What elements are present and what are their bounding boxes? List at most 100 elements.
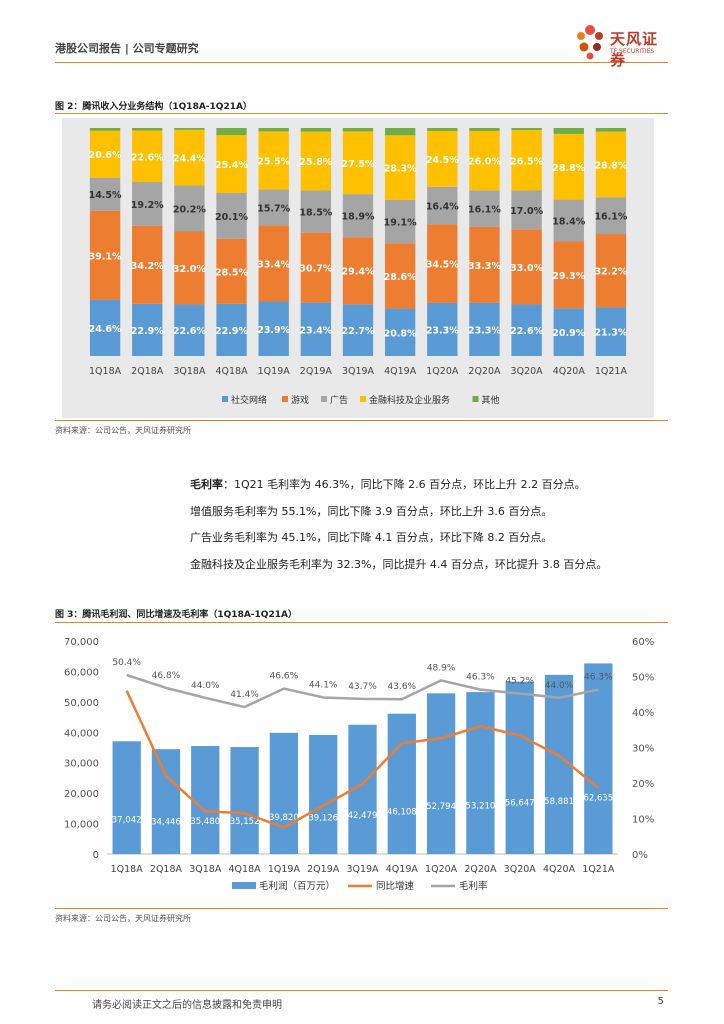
- legend-swatch: [222, 396, 228, 402]
- bar-segment: [511, 304, 542, 356]
- figure3-top-rule: [55, 622, 668, 623]
- bar-segment: [89, 210, 121, 300]
- legend-label: 广告: [330, 394, 348, 406]
- bar-value-label: 58,881: [544, 797, 574, 807]
- bar-value-label: 34,446: [151, 818, 181, 828]
- margin-data-label: 48.9%: [427, 663, 456, 673]
- margin-data-label: 46.6%: [270, 672, 299, 682]
- bar-segment: [469, 302, 500, 356]
- gross-margin-line: [126, 673, 599, 709]
- figure2-stacked-bar-chart: 24.6% 39.1% 14.5% 20.6% 1Q18A 22.9% 34.2% 19.2%…: [89, 128, 628, 406]
- data-label: 33.3%: [468, 261, 501, 272]
- bar-segment: [174, 128, 205, 130]
- data-label: 28.8%: [594, 160, 627, 171]
- x-tick-label: 2Q19A: [300, 366, 333, 377]
- data-label: 20.8%: [384, 328, 417, 339]
- y-tick-label: 70,000: [64, 637, 99, 648]
- x-tick-label: 3Q20A: [504, 864, 537, 875]
- data-label: 20.1%: [215, 212, 248, 223]
- bar-segment: [342, 131, 374, 195]
- data-label: 14.5%: [89, 190, 122, 201]
- data-label: 22.7%: [342, 326, 375, 337]
- legend-swatch: [360, 396, 366, 402]
- data-label: 28.8%: [552, 163, 585, 174]
- bar-segment: [300, 232, 332, 303]
- bar: [387, 713, 416, 854]
- bar-segment: [427, 128, 458, 131]
- bar: [505, 681, 534, 854]
- bar-segment: [469, 226, 500, 303]
- bar-segment: [132, 182, 163, 226]
- x-tick-label: 3Q18A: [189, 864, 222, 875]
- data-label: 25.8%: [299, 157, 332, 168]
- data-label: 28.6%: [384, 272, 417, 283]
- data-label: 23.3%: [426, 325, 459, 336]
- bar-segment: [300, 190, 332, 233]
- y2-tick-label: 50%: [632, 673, 654, 684]
- x-tick-label: 4Q18A: [229, 864, 262, 875]
- bar-segment: [342, 304, 374, 356]
- data-label: 18.9%: [342, 212, 375, 223]
- bar-segment: [174, 304, 205, 356]
- bar-segment: [342, 194, 374, 238]
- bar-segment: [553, 133, 584, 200]
- bar-segment: [132, 128, 163, 131]
- y2-tick-label: 40%: [632, 708, 654, 719]
- bar-segment: [132, 225, 163, 304]
- x-tick-label: 1Q19A: [258, 366, 291, 377]
- bar-segment: [89, 177, 121, 211]
- data-label: 34.5%: [426, 260, 459, 271]
- bar-segment: [216, 135, 247, 193]
- y-tick-label: 30,000: [64, 759, 99, 770]
- bar-segment: [511, 128, 542, 131]
- bar-segment: [89, 299, 121, 356]
- bar-segment: [427, 130, 458, 187]
- bar-segment: [384, 135, 416, 200]
- data-label: 24.5%: [426, 155, 459, 166]
- margin-data-label: 46.3%: [584, 673, 613, 683]
- logo-text-cn: 天风证券: [610, 30, 659, 69]
- bar-segment: [384, 128, 416, 136]
- bar: [151, 749, 181, 854]
- data-label: 23.4%: [299, 325, 332, 336]
- figure2-title: 图 2：腾讯收入分业务结构（1Q18A-1Q21A）: [55, 102, 252, 112]
- bar-segment: [258, 131, 289, 190]
- legend-label: 毛利润（百万元）: [259, 880, 335, 892]
- bar-segment: [89, 128, 121, 131]
- bar-segment: [427, 302, 458, 356]
- bar-segment: [216, 303, 247, 356]
- y-tick-label: 60,000: [64, 667, 99, 678]
- data-label: 39.1%: [89, 251, 122, 262]
- data-label: 16.1%: [468, 205, 501, 216]
- data-label: 27.5%: [342, 159, 375, 170]
- bar-segment: [300, 128, 332, 132]
- bar: [466, 692, 495, 854]
- data-label: 19.1%: [384, 218, 417, 229]
- bar: [269, 732, 299, 854]
- x-tick-label: 3Q18A: [173, 366, 206, 377]
- data-label: 32.0%: [173, 264, 206, 275]
- x-tick-label: 3Q19A: [346, 864, 379, 875]
- data-label: 22.6%: [131, 152, 164, 163]
- data-label: 34.2%: [131, 261, 164, 272]
- bar-segment: [174, 231, 205, 305]
- bar-segment: [511, 190, 542, 230]
- x-tick-label: 2Q18A: [131, 366, 164, 377]
- x-tick-label: 1Q20A: [425, 864, 458, 875]
- legend-swatch: [232, 882, 256, 889]
- x-tick-label: 4Q19A: [386, 864, 419, 875]
- company-logo: 天风证券 TF SECURITIES: [572, 22, 672, 69]
- bar-segment: [216, 192, 247, 239]
- margin-data-label: 43.6%: [388, 682, 417, 692]
- bar-segment: [174, 185, 205, 232]
- bar-segment: [427, 224, 458, 303]
- bar-segment: [300, 131, 332, 191]
- logo-flower-icon: [577, 25, 603, 60]
- bar-segment: [384, 199, 416, 244]
- x-tick-label: 1Q19A: [268, 864, 301, 875]
- data-label: 30.7%: [299, 264, 332, 275]
- data-label: 17.0%: [510, 206, 543, 217]
- x-tick-label: 1Q18A: [111, 864, 144, 875]
- data-label: 33.0%: [510, 263, 543, 274]
- bar-segment: [342, 128, 374, 132]
